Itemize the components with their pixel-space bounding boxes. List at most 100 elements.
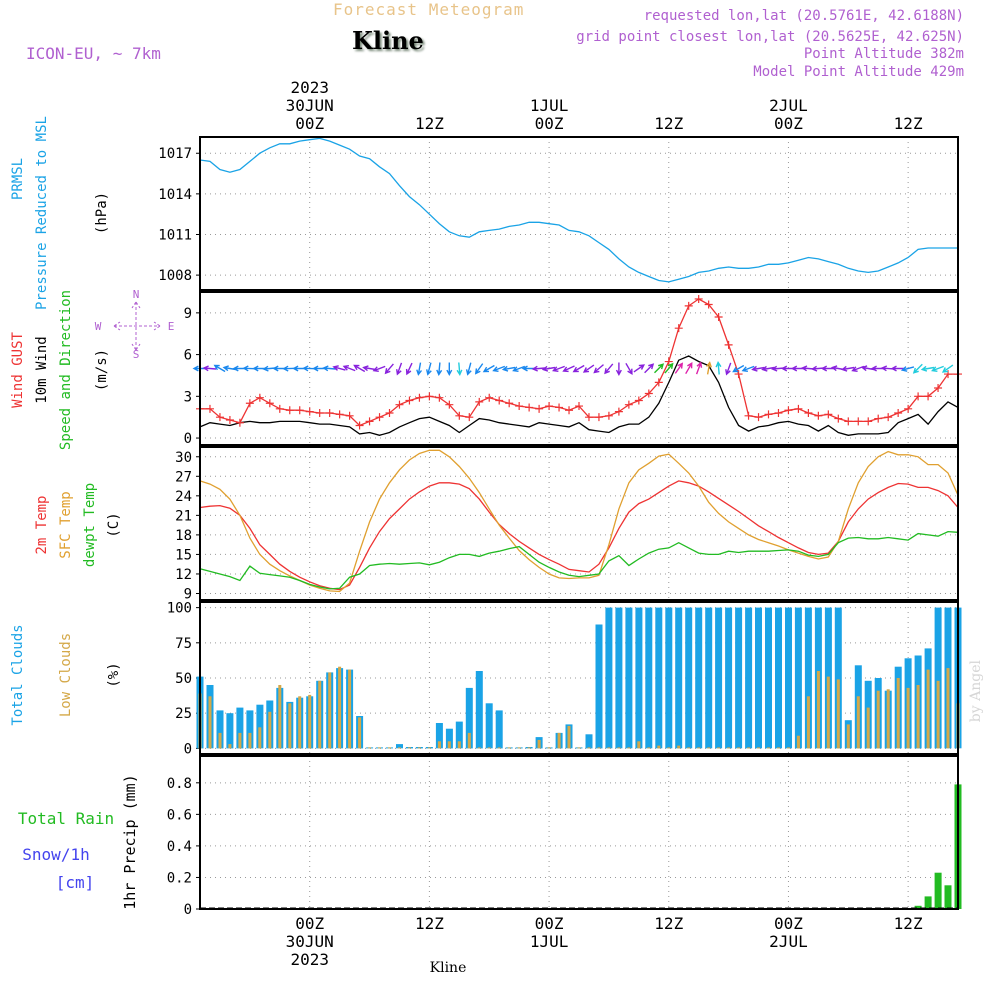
gust-marker [814, 411, 823, 420]
precip-ytick-label: 0.8 [167, 776, 192, 792]
gust-marker [894, 409, 903, 418]
total-clouds-bar [775, 607, 782, 749]
total-clouds-bar [396, 744, 403, 749]
total-clouds-bar [226, 713, 234, 749]
gridpoint-lonlat: grid point closest lon,lat (20.5625E, 42… [576, 29, 964, 45]
clouds-ytick-label: 25 [175, 706, 192, 722]
low-clouds-bar [707, 747, 711, 749]
compass-e: E [168, 320, 175, 333]
wind-direction-arrow [715, 361, 722, 375]
low-clouds-bar [218, 732, 222, 749]
top-time-label: 00Z [774, 114, 803, 133]
gust-marker [415, 393, 424, 402]
bottom-time-label: 00Z [295, 914, 324, 933]
total-clouds-bar [834, 607, 842, 749]
precip-bar [944, 885, 952, 909]
total-clouds-bar [256, 704, 264, 749]
low-clouds-bar [487, 747, 491, 749]
gust-marker [265, 399, 274, 408]
wind-direction-arrow [482, 364, 495, 373]
low-clouds-bar [597, 747, 601, 749]
total-clouds-bar [236, 707, 244, 749]
total-clouds-bar [685, 607, 693, 749]
low-clouds-bar [876, 690, 880, 749]
low-clouds-bar [856, 696, 860, 749]
total-clouds-label: Total Clouds [10, 624, 26, 725]
low-clouds-bar [467, 732, 471, 749]
total-clouds-bar [635, 607, 643, 749]
gust-marker [465, 413, 474, 422]
low-clouds-bar [737, 747, 741, 749]
precip-frame [199, 755, 959, 910]
wind-gust-label: Wind GUST [10, 332, 26, 408]
temp-ytick-label: 9 [184, 586, 192, 602]
gust-marker [844, 417, 853, 426]
wind-direction-arrow [572, 364, 585, 373]
gust-marker [854, 417, 863, 426]
wind-direction-arrow [761, 365, 775, 372]
pressure-line [199, 137, 958, 283]
pressure-ytick-label: 1017 [158, 146, 192, 162]
top-time-label: 00Z [295, 114, 324, 133]
wind-direction-arrow [446, 362, 453, 376]
low-clouds-bar [916, 685, 920, 749]
low-clouds-bar [926, 669, 930, 749]
wind-direction-arrow [840, 365, 855, 372]
gust-marker [774, 409, 783, 418]
gust-marker [744, 411, 753, 420]
low-clouds-bar [806, 696, 810, 749]
low-clouds-bar [886, 689, 890, 749]
wind-direction-arrow [604, 363, 614, 375]
low-clouds-bar [517, 747, 521, 749]
wind-direction-arrow [695, 361, 703, 375]
bottom-time-label: 30JUN [286, 932, 334, 951]
top-time-label: 30JUN [286, 96, 334, 115]
gust-marker [385, 409, 394, 418]
wind-direction-arrow [615, 362, 622, 376]
gust-marker [535, 404, 544, 413]
total-clouds-bar [645, 607, 653, 749]
low-clouds-bar [228, 744, 232, 749]
top-time-label: 1JUL [530, 96, 569, 115]
sfc-temp-line [199, 449, 959, 593]
gust-marker [934, 383, 943, 392]
wind-direction-arrow [732, 364, 745, 373]
wind-direction-arrow [384, 363, 394, 375]
low-clouds-bar [457, 741, 461, 749]
wind-direction-arrow [531, 365, 546, 372]
gust-marker [614, 407, 623, 416]
wind-direction-arrow [416, 362, 423, 376]
wind-direction-arrow [820, 365, 835, 372]
gust-marker [455, 411, 464, 420]
wind-direction-arrow [552, 365, 565, 372]
compass-s: S [133, 348, 140, 361]
model-point-altitude: Model Point Altitude 429m [753, 64, 964, 80]
gust-marker [824, 410, 833, 419]
gust-marker [395, 400, 404, 409]
total-clouds-bar [765, 607, 772, 749]
total-clouds-bar [445, 728, 453, 749]
low-clouds-bar [846, 724, 850, 749]
gust-marker [295, 406, 304, 415]
gust-marker [225, 415, 234, 424]
wind-speed-line [199, 355, 959, 436]
low-clouds-bar [607, 747, 611, 749]
precip-bar [924, 896, 932, 909]
gust-marker [505, 399, 514, 408]
gust-marker [425, 392, 434, 401]
model-label: ICON-EU, ~ 7km [26, 44, 161, 63]
bottom-time-label: 2023 [290, 950, 329, 969]
total-clouds-bar [725, 607, 733, 749]
low-clouds-bar [866, 707, 870, 749]
pressure-ytick-label: 1008 [158, 268, 192, 284]
wind-direction-arrow [353, 364, 366, 373]
wind-direction-arrow [426, 362, 432, 376]
gust-marker [435, 393, 444, 402]
gust-marker [754, 413, 763, 422]
temp-frame [199, 446, 959, 601]
meteogram-subtitle: Forecast Meteogram [333, 0, 525, 19]
low-clouds-bar [727, 747, 731, 749]
wind-direction-arrow [582, 364, 595, 373]
low-clouds-bar [836, 679, 840, 749]
wind-direction-arrow [492, 365, 506, 372]
